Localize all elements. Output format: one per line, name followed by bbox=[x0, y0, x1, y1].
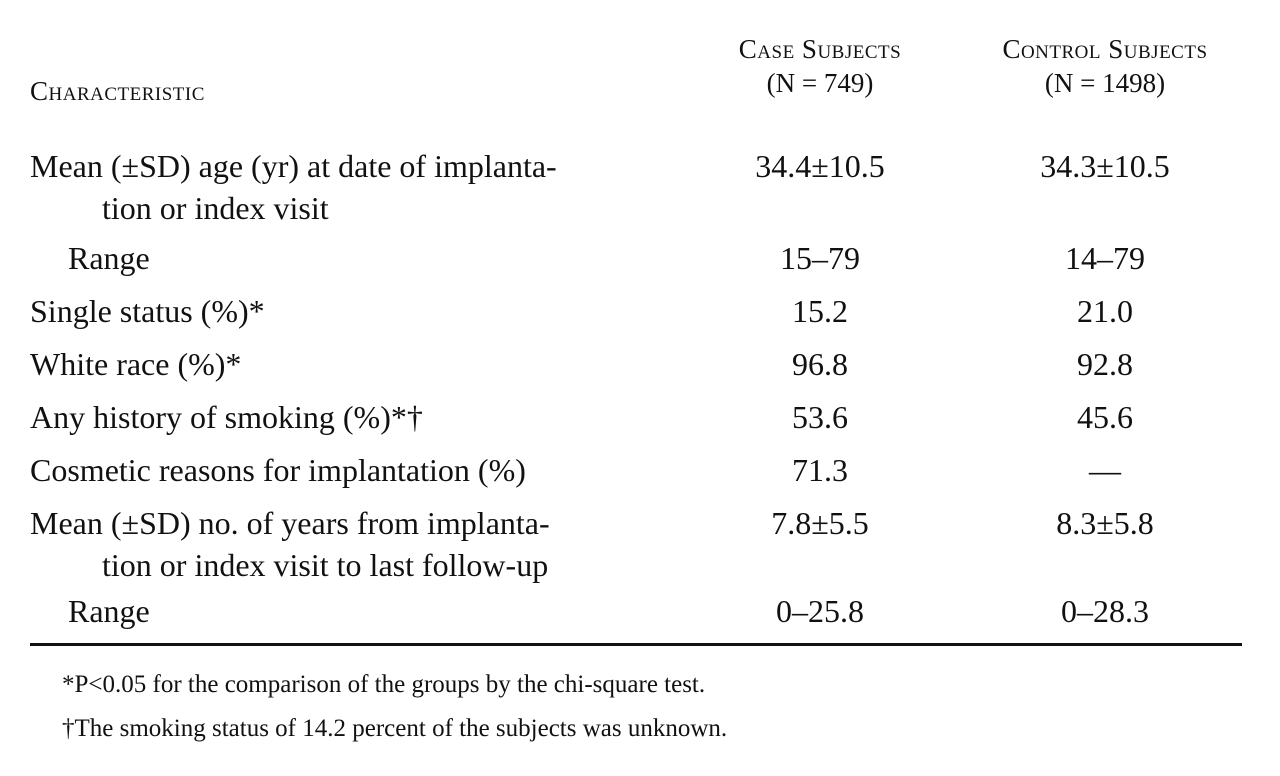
case-value: 7.8±5.5 bbox=[771, 505, 869, 541]
row-label-line1: Mean (±SD) no. of years from implanta- bbox=[30, 505, 550, 541]
control-value: 34.3±10.5 bbox=[1040, 148, 1170, 184]
row-label-line1: White race (%)* bbox=[30, 346, 242, 382]
control-subjects-title: Control Subjects bbox=[1002, 34, 1208, 64]
case-value: 0–25.8 bbox=[776, 593, 864, 629]
case-value: 53.6 bbox=[792, 399, 848, 435]
case-value: 15–79 bbox=[780, 240, 860, 276]
case-subjects-n: (N = 749) bbox=[766, 68, 874, 98]
row-label-line1: Range bbox=[68, 593, 150, 629]
row-label: Mean (±SD) age (yr) at date of implanta-… bbox=[0, 145, 660, 229]
column-header-case-subjects: Case Subjects (N = 749) bbox=[680, 32, 960, 100]
table-row: Mean (±SD) no. of years from implanta- t… bbox=[0, 502, 1280, 590]
characteristics-table-body: Mean (±SD) age (yr) at date of implanta-… bbox=[0, 145, 1280, 640]
control-subjects-n: (N = 1498) bbox=[1044, 68, 1166, 98]
case-value: 71.3 bbox=[792, 452, 848, 488]
table-row: Mean (±SD) age (yr) at date of implanta-… bbox=[0, 145, 1280, 237]
case-value: 96.8 bbox=[792, 346, 848, 382]
column-header-characteristic: Characteristic bbox=[30, 76, 205, 106]
row-label: Any history of smoking (%)*† bbox=[0, 396, 660, 438]
table-row: White race (%)* 96.8 92.8 bbox=[0, 343, 1280, 396]
control-value: 8.3±5.8 bbox=[1056, 505, 1154, 541]
control-value: 92.8 bbox=[1077, 346, 1133, 382]
table-footnotes: *P<0.05 for the comparison of the groups… bbox=[62, 663, 727, 751]
row-label-line1: Single status (%)* bbox=[30, 293, 265, 329]
row-label-line1: Mean (±SD) age (yr) at date of implanta- bbox=[30, 148, 557, 184]
row-label-line1: Cosmetic reasons for implantation (%) bbox=[30, 452, 526, 488]
row-label-line1: Any history of smoking (%)*† bbox=[30, 399, 423, 435]
table-row: Range 15–79 14–79 bbox=[0, 237, 1280, 290]
row-label-line2: tion or index visit bbox=[102, 190, 329, 226]
case-subjects-title: Case Subjects bbox=[738, 34, 902, 64]
table-row: Cosmetic reasons for implantation (%) 71… bbox=[0, 449, 1280, 502]
row-label: White race (%)* bbox=[0, 343, 660, 385]
row-label-line1: Range bbox=[68, 240, 150, 276]
control-value: 21.0 bbox=[1077, 293, 1133, 329]
table-bottom-rule bbox=[30, 643, 1242, 646]
control-value: 45.6 bbox=[1077, 399, 1133, 435]
table-row: Single status (%)* 15.2 21.0 bbox=[0, 290, 1280, 343]
footnote-significance: *P<0.05 for the comparison of the groups… bbox=[62, 671, 706, 698]
control-value: 0–28.3 bbox=[1061, 593, 1149, 629]
footnote-smoking: †The smoking status of 14.2 percent of t… bbox=[62, 715, 728, 742]
control-value: — bbox=[1089, 452, 1121, 488]
row-label: Single status (%)* bbox=[0, 290, 660, 332]
row-label: Range bbox=[0, 590, 660, 632]
row-label: Mean (±SD) no. of years from implanta- t… bbox=[0, 502, 660, 586]
control-value: 14–79 bbox=[1065, 240, 1145, 276]
case-value: 15.2 bbox=[792, 293, 848, 329]
row-label: Cosmetic reasons for implantation (%) bbox=[0, 449, 660, 491]
case-value: 34.4±10.5 bbox=[755, 148, 885, 184]
row-label-line2: tion or index visit to last follow-up bbox=[102, 547, 549, 583]
column-header-control-subjects: Control Subjects (N = 1498) bbox=[960, 32, 1250, 100]
table-row: Any history of smoking (%)*† 53.6 45.6 bbox=[0, 396, 1280, 449]
table-row: Range 0–25.8 0–28.3 bbox=[0, 590, 1280, 640]
row-label: Range bbox=[0, 237, 660, 279]
